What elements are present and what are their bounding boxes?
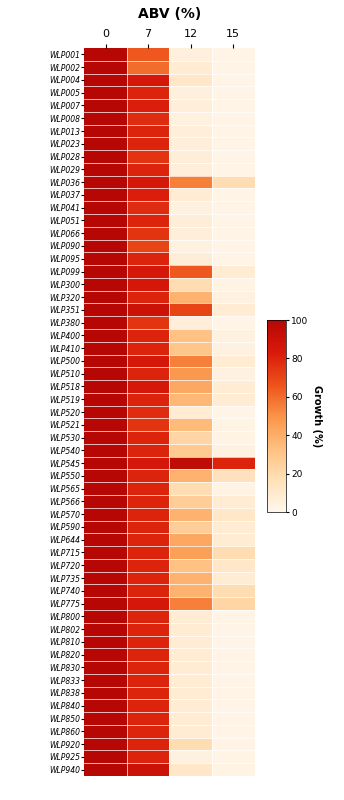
Y-axis label: Growth (%): Growth (%) [312,385,322,447]
Title: ABV (%): ABV (%) [138,7,201,21]
